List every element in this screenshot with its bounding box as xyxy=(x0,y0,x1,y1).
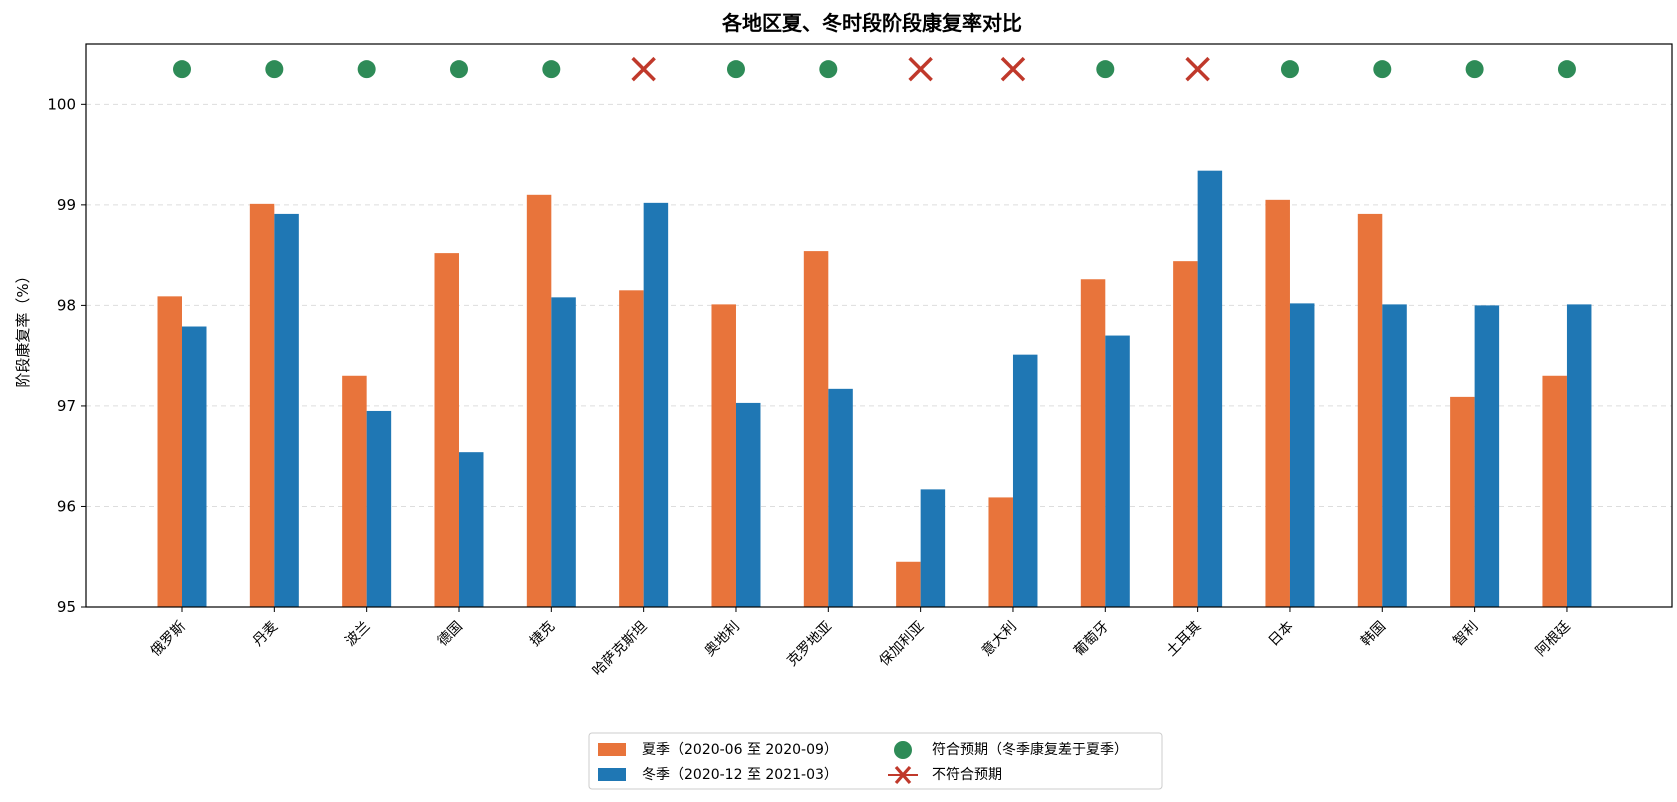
x-tick-label: 智利 xyxy=(1450,619,1481,650)
legend-label-summer: 夏季（2020-06 至 2020-09） xyxy=(642,742,838,758)
bar-winter-13 xyxy=(1382,304,1407,607)
bar-summer-4 xyxy=(526,194,552,607)
bar-summer-0 xyxy=(157,296,182,607)
bar-summer-6 xyxy=(711,304,736,607)
y-tick-label: 100 xyxy=(47,95,76,113)
gridlines xyxy=(86,103,1672,507)
bar-winter-9 xyxy=(1012,354,1038,607)
bar-summer-2 xyxy=(342,375,367,607)
x-tick-label: 韩国 xyxy=(1358,619,1389,650)
legend-swatch-winter xyxy=(598,768,626,781)
x-tick-label: 奥地利 xyxy=(701,618,743,660)
marker-ok-icon xyxy=(173,60,191,79)
bar-winter-2 xyxy=(366,410,392,607)
bar-summer-1 xyxy=(249,203,275,607)
marker-ok-icon xyxy=(1373,60,1392,79)
chart-title: 各地区夏、冬时段阶段康复率对比 xyxy=(721,11,1022,35)
y-tick-label: 97 xyxy=(57,397,76,415)
bar-winter-7 xyxy=(828,388,853,607)
bar-winter-5 xyxy=(643,202,669,607)
bar-winter-11 xyxy=(1197,170,1223,608)
legend-label-bad: 不符合预期 xyxy=(932,767,1002,783)
bar-summer-9 xyxy=(988,497,1013,607)
marker-ok-icon xyxy=(1557,60,1576,79)
bar-summer-11 xyxy=(1173,261,1198,607)
marker-bad-icon xyxy=(908,56,933,82)
marker-bad-icon xyxy=(631,56,656,82)
marker-bad-icon xyxy=(1000,56,1026,82)
legend-marker-ok-icon xyxy=(894,741,912,759)
x-tick-label: 意大利 xyxy=(978,618,1020,660)
x-tick-label: 德国 xyxy=(435,619,466,650)
y-tick-label: 99 xyxy=(57,196,76,214)
x-tick-label: 哈萨克斯坦 xyxy=(590,619,651,680)
marker-ok-icon xyxy=(542,60,561,79)
bars xyxy=(157,170,1592,608)
x-tick-label: 阿根廷 xyxy=(1533,619,1574,660)
marker-ok-icon xyxy=(819,60,838,79)
bar-summer-7 xyxy=(803,251,829,607)
plot-frame xyxy=(85,43,1673,608)
x-tick-label: 克罗地亚 xyxy=(784,619,835,670)
bar-winter-4 xyxy=(551,297,576,607)
x-tick-label: 日本 xyxy=(1266,619,1297,650)
bar-winter-3 xyxy=(458,452,484,607)
bar-winter-10 xyxy=(1105,335,1130,607)
x-axis-ticks: 俄罗斯 丹麦 波兰 德国 捷克 哈萨克斯坦 奥地利 克罗地亚 保加利亚 意大利 葡萄牙 土耳其 日本 韩国… xyxy=(148,607,1574,679)
bar-summer-8 xyxy=(896,561,921,607)
x-tick-label: 葡萄牙 xyxy=(1071,619,1112,660)
bar-summer-12 xyxy=(1265,199,1290,607)
marker-ok-icon xyxy=(1280,60,1299,79)
bar-summer-15 xyxy=(1542,375,1567,607)
legend-marker-bad-icon xyxy=(894,765,912,785)
legend-frame xyxy=(588,732,1163,790)
marker-bad-icon xyxy=(1185,56,1210,82)
bar-winter-8 xyxy=(920,489,946,607)
bar-summer-10 xyxy=(1080,279,1106,607)
marker-ok-icon xyxy=(265,60,284,79)
bar-winter-15 xyxy=(1566,304,1592,607)
y-axis-label: 阶段康复率（%） xyxy=(14,268,32,387)
marker-ok-icon xyxy=(1096,60,1115,79)
bar-winter-12 xyxy=(1289,303,1315,607)
bar-summer-14 xyxy=(1450,396,1475,607)
x-tick-label: 保加利亚 xyxy=(877,619,928,670)
legend-label-ok: 符合预期（冬季康复差于夏季） xyxy=(932,741,1128,758)
x-tick-label: 波兰 xyxy=(342,619,373,650)
marker-ok-icon xyxy=(357,60,376,79)
bar-summer-3 xyxy=(434,253,459,607)
x-tick-label: 捷克 xyxy=(527,619,558,650)
marker-ok-icon xyxy=(726,60,745,79)
y-tick-label: 98 xyxy=(57,296,76,314)
bar-winter-1 xyxy=(274,213,299,608)
marker-ok-icon xyxy=(1465,60,1484,79)
y-tick-label: 95 xyxy=(57,598,76,616)
bar-winter-0 xyxy=(182,326,207,607)
bar-winter-14 xyxy=(1474,305,1500,607)
expectation-markers xyxy=(173,56,1576,82)
y-tick-label: 96 xyxy=(57,497,76,515)
x-tick-label: 丹麦 xyxy=(250,619,281,650)
bar-summer-13 xyxy=(1357,213,1383,608)
legend-swatch-summer xyxy=(598,743,626,756)
x-tick-label: 俄罗斯 xyxy=(148,619,189,660)
legend-label-winter: 冬季（2020-12 至 2021-03） xyxy=(642,767,838,783)
bar-winter-6 xyxy=(735,402,761,607)
marker-ok-icon xyxy=(449,60,468,79)
x-tick-label: 土耳其 xyxy=(1163,619,1204,660)
bar-summer-5 xyxy=(619,290,644,607)
y-axis-ticks: 95 96 97 98 99 100 xyxy=(47,95,86,616)
legend: 夏季（2020-06 至 2020-09） 冬季（2020-12 至 2021-… xyxy=(588,732,1163,790)
